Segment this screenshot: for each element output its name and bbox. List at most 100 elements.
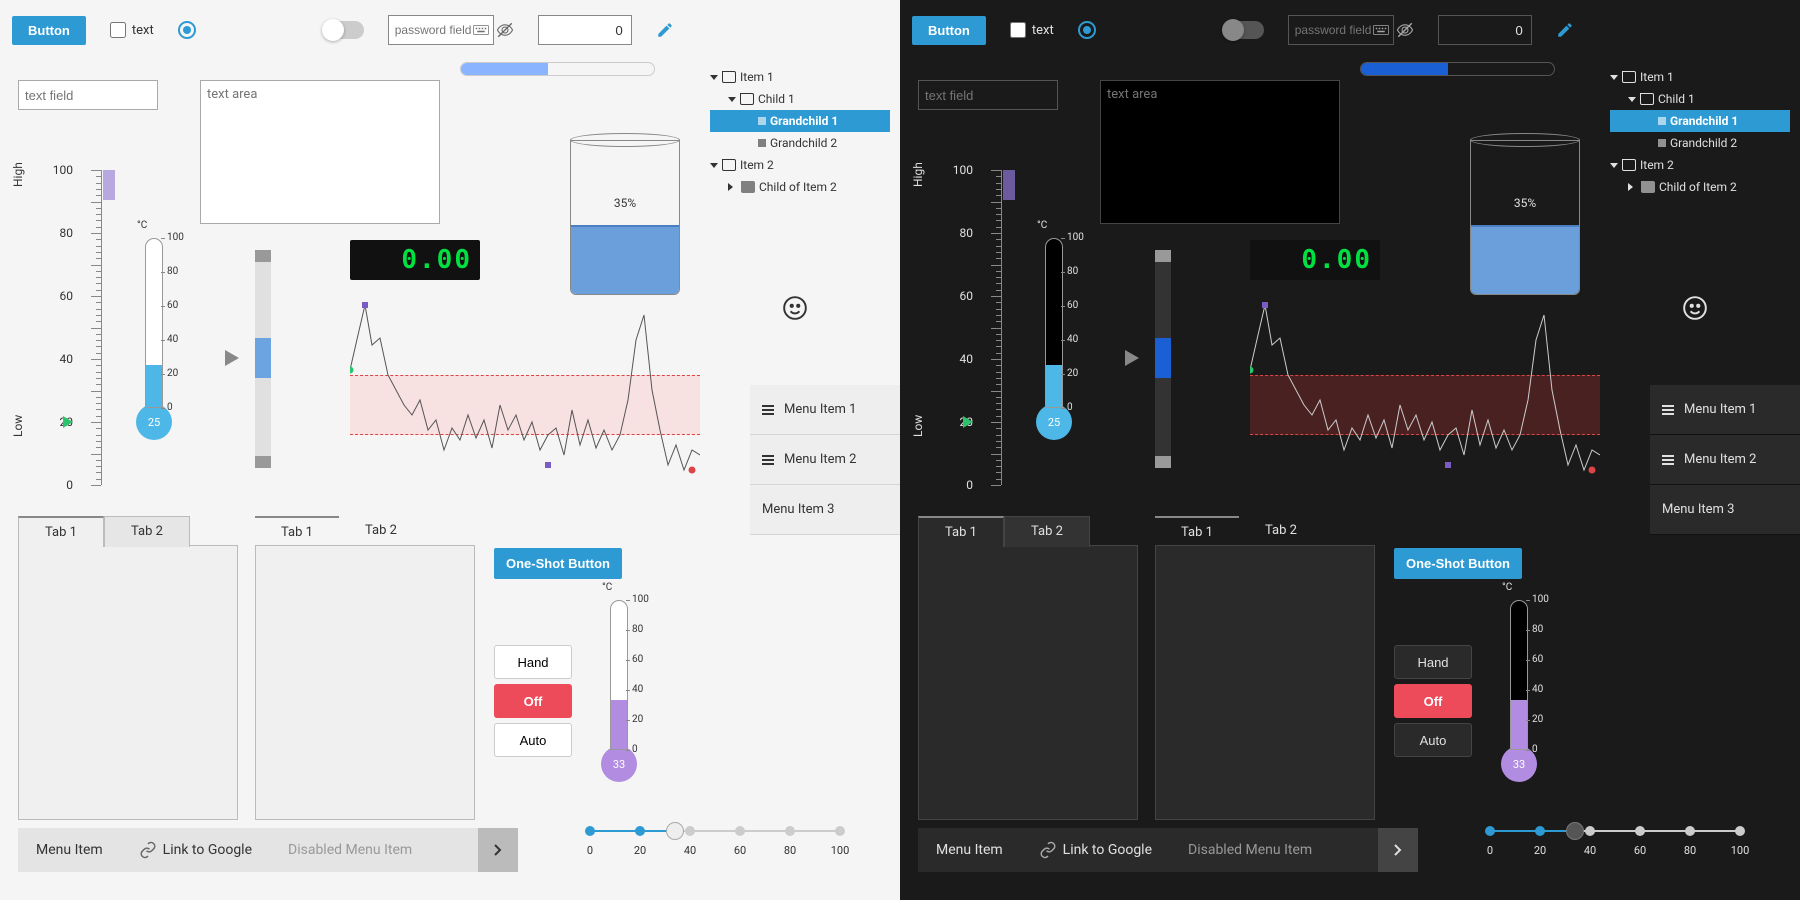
thermometer: °C 25 100806040200 — [1045, 238, 1072, 440]
tab[interactable]: Tab 1 — [18, 516, 104, 547]
gauge-ruler: High Low 100806040200 — [18, 170, 108, 485]
bottom-menu-overflow[interactable] — [1378, 828, 1418, 872]
tree-item[interactable]: Grandchild 2 — [1610, 132, 1790, 154]
list-icon — [762, 455, 774, 465]
button-primary[interactable]: Button — [912, 16, 986, 45]
button-primary[interactable]: Button — [12, 16, 86, 45]
tab[interactable]: Tab 1 — [255, 516, 339, 547]
tab[interactable]: Tab 2 — [1239, 516, 1323, 547]
text-area[interactable] — [1100, 80, 1340, 224]
switch[interactable] — [324, 21, 364, 39]
keyboard-icon — [472, 21, 490, 39]
tree-item[interactable]: Child 1 — [710, 88, 890, 110]
gauge-high-label: High — [11, 162, 25, 187]
radio[interactable] — [178, 21, 196, 39]
tree-item[interactable]: Item 1 — [710, 66, 890, 88]
one-shot-button[interactable]: One-Shot Button — [1394, 548, 1522, 579]
one-shot-button[interactable]: One-Shot Button — [494, 548, 622, 579]
tree-item[interactable]: Item 1 — [1610, 66, 1790, 88]
vertical-slider[interactable] — [1155, 250, 1171, 468]
tank-percent-label: 35% — [1471, 196, 1579, 210]
mode-button-hand[interactable]: Hand — [1394, 645, 1472, 679]
tab[interactable]: Tab 1 — [918, 516, 1004, 547]
tree-item[interactable]: Child of Item 2 — [1610, 176, 1790, 198]
vertical-menu-item[interactable]: Menu Item 3 — [1650, 485, 1800, 535]
vertical-menu-item[interactable]: Menu Item 1 — [1650, 385, 1800, 435]
mode-button-auto[interactable]: Auto — [1394, 723, 1472, 757]
checkbox-label: text — [1032, 23, 1054, 38]
tree-view[interactable]: Item 1 Child 1 Grandchild 1 Grandchild 2… — [710, 66, 890, 198]
tree-item-selected[interactable]: Grandchild 1 — [710, 110, 890, 132]
mode-button-auto[interactable]: Auto — [494, 723, 572, 757]
tank-percent-label: 35% — [571, 196, 679, 210]
text-field[interactable] — [18, 80, 158, 110]
gauge-low-label: Low — [11, 415, 25, 437]
gauge-pointer — [63, 416, 73, 428]
horizontal-slider-knob[interactable] — [1566, 822, 1584, 840]
thermometer-unit: °C — [1502, 582, 1512, 593]
tab[interactable]: Tab 2 — [104, 516, 190, 547]
smiley-icon — [1682, 295, 1708, 328]
checkbox-input[interactable] — [110, 22, 126, 38]
number-input[interactable] — [538, 15, 632, 45]
switch[interactable] — [1224, 21, 1264, 39]
mode-button-off[interactable]: Off — [1394, 684, 1472, 718]
thermometer-unit: °C — [1037, 220, 1047, 231]
horizontal-slider-knob[interactable] — [666, 822, 684, 840]
horizontal-slider[interactable]: 020406080100 — [1490, 830, 1740, 832]
tree-item[interactable]: Child of Item 2 — [710, 176, 890, 198]
vertical-menu-item[interactable]: Menu Item 1 — [750, 385, 900, 435]
text-field[interactable] — [918, 80, 1058, 110]
mode-button-hand[interactable]: Hand — [494, 645, 572, 679]
tab[interactable]: Tab 2 — [339, 516, 423, 547]
bottom-menu-item: Disabled Menu Item — [270, 828, 430, 872]
bottom-menu-overflow[interactable] — [478, 828, 518, 872]
thermometer: °C 33 100806040200 — [1510, 600, 1537, 782]
vertical-menu[interactable]: Menu Item 1Menu Item 2Menu Item 3 — [750, 385, 900, 535]
gauge-pointer — [963, 416, 973, 428]
bottom-menu-item: Disabled Menu Item — [1170, 828, 1330, 872]
tree-view[interactable]: Item 1 Child 1 Grandchild 1 Grandchild 2… — [1610, 66, 1790, 198]
gauge-ruler: High Low 100806040200 — [918, 170, 1008, 485]
vertical-slider-pointer[interactable] — [225, 350, 239, 366]
thermometer-unit: °C — [137, 220, 147, 231]
vertical-menu-item[interactable]: Menu Item 2 — [1650, 435, 1800, 485]
bottom-menu-item[interactable]: Menu Item — [18, 828, 121, 872]
tree-item-selected[interactable]: Grandchild 1 — [1610, 110, 1790, 132]
checkbox-input[interactable] — [1010, 22, 1026, 38]
bottom-menu-item[interactable]: Menu Item — [918, 828, 1021, 872]
radio[interactable] — [1078, 21, 1096, 39]
progress-bar — [460, 62, 655, 76]
text-area[interactable] — [200, 80, 440, 224]
bottom-menu-item[interactable]: Link to Google — [1021, 828, 1170, 872]
tree-item[interactable]: Grandchild 2 — [710, 132, 890, 154]
eye-off-icon[interactable] — [496, 21, 514, 39]
vertical-slider[interactable] — [255, 250, 271, 468]
vertical-slider-pointer[interactable] — [1125, 350, 1139, 366]
gauge-low-label: Low — [911, 415, 925, 437]
vertical-menu-item[interactable]: Menu Item 3 — [750, 485, 900, 535]
edit-icon[interactable] — [1556, 21, 1574, 39]
tree-item[interactable]: Item 2 — [1610, 154, 1790, 176]
bottom-menu-item[interactable]: Link to Google — [121, 828, 270, 872]
link-icon — [139, 841, 157, 859]
vertical-menu[interactable]: Menu Item 1Menu Item 2Menu Item 3 — [1650, 385, 1800, 535]
tab[interactable]: Tab 2 — [1004, 516, 1090, 547]
tank-gauge: 35% — [570, 140, 680, 295]
vertical-menu-item[interactable]: Menu Item 2 — [750, 435, 900, 485]
eye-off-icon[interactable] — [1396, 21, 1414, 39]
checkbox[interactable]: text — [110, 22, 154, 38]
tab[interactable]: Tab 1 — [1155, 516, 1239, 547]
horizontal-slider[interactable]: 020406080100 — [590, 830, 840, 832]
tab-box-2: Tab 1Tab 2 — [1155, 545, 1375, 820]
checkbox-label: text — [132, 23, 154, 38]
smiley-icon — [782, 295, 808, 328]
edit-icon[interactable] — [656, 21, 674, 39]
mode-button-off[interactable]: Off — [494, 684, 572, 718]
checkbox[interactable]: text — [1010, 22, 1054, 38]
thermometer-unit: °C — [602, 582, 612, 593]
tree-item[interactable]: Item 2 — [710, 154, 890, 176]
tree-item[interactable]: Child 1 — [1610, 88, 1790, 110]
bottom-menu: Menu ItemLink to GoogleDisabled Menu Ite… — [18, 828, 518, 872]
number-input[interactable] — [1438, 15, 1532, 45]
